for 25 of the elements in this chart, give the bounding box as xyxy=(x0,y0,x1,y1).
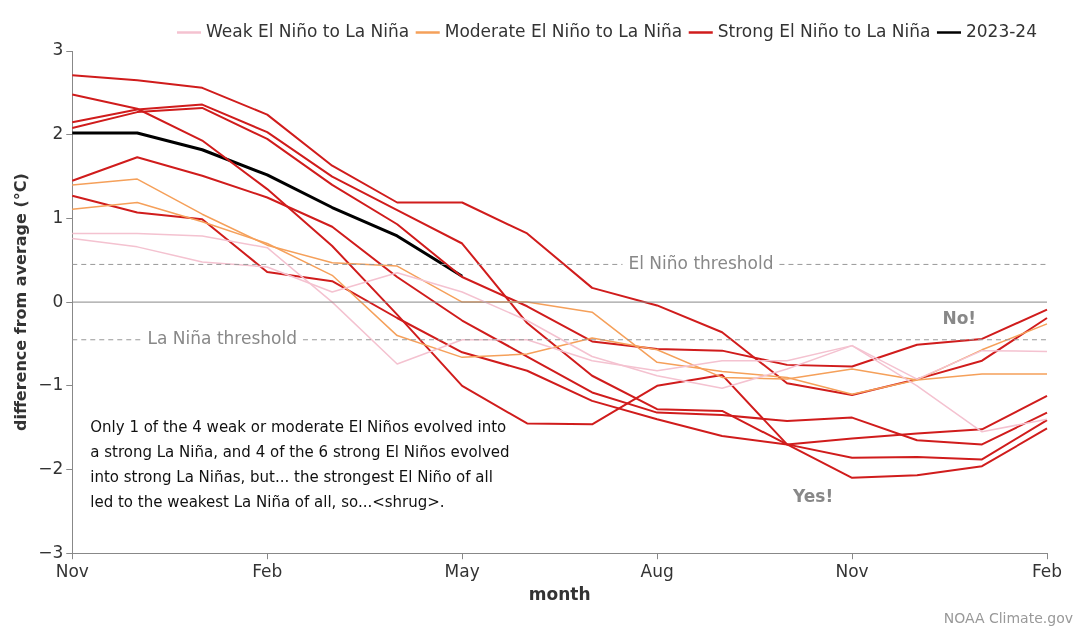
y-tick-label: −2 xyxy=(38,457,64,478)
legend-label: Strong El Niño to La Niña xyxy=(717,20,931,41)
y-axis-title: difference from average (°C) xyxy=(10,173,30,432)
y-tick-label: 1 xyxy=(52,206,64,227)
x-tick-label: Aug xyxy=(640,560,674,581)
y-tick-label: 0 xyxy=(52,290,64,311)
y-tick-label: 2 xyxy=(52,123,64,144)
annotation: Only 1 of the 4 weak or moderate El Niños evolved into a strong La Niña, and 4 of the 6 strong El Niños evolved into strong La Niñas, but... the strongest El Niño of all led to the weakest La Niña of all, so...<shrug>. xyxy=(90,418,510,512)
y-tick-label: −1 xyxy=(38,374,64,395)
x-axis-title: month xyxy=(528,584,591,605)
ref-line-label: El Niño threshold xyxy=(628,252,774,273)
legend-label: 2023-24 xyxy=(965,20,1037,41)
legend-label: Moderate El Niño to La Niña xyxy=(444,20,683,41)
y-tick-label: −3 xyxy=(38,541,64,562)
y-tick-label: 3 xyxy=(52,39,64,60)
ref-line-label: La Niña threshold xyxy=(147,328,297,349)
x-tick-label: Nov xyxy=(835,560,869,581)
annotation: No! xyxy=(942,308,977,329)
x-tick-label: May xyxy=(444,560,480,581)
x-tick-label: Feb xyxy=(252,560,283,581)
x-tick-label: Nov xyxy=(55,560,89,581)
annotation: Yes! xyxy=(791,486,834,507)
text: NOAA Climate.gov xyxy=(943,609,1073,626)
x-tick-label: Feb xyxy=(1031,560,1063,581)
legend-label: Weak El Niño to La Niña xyxy=(205,20,410,41)
